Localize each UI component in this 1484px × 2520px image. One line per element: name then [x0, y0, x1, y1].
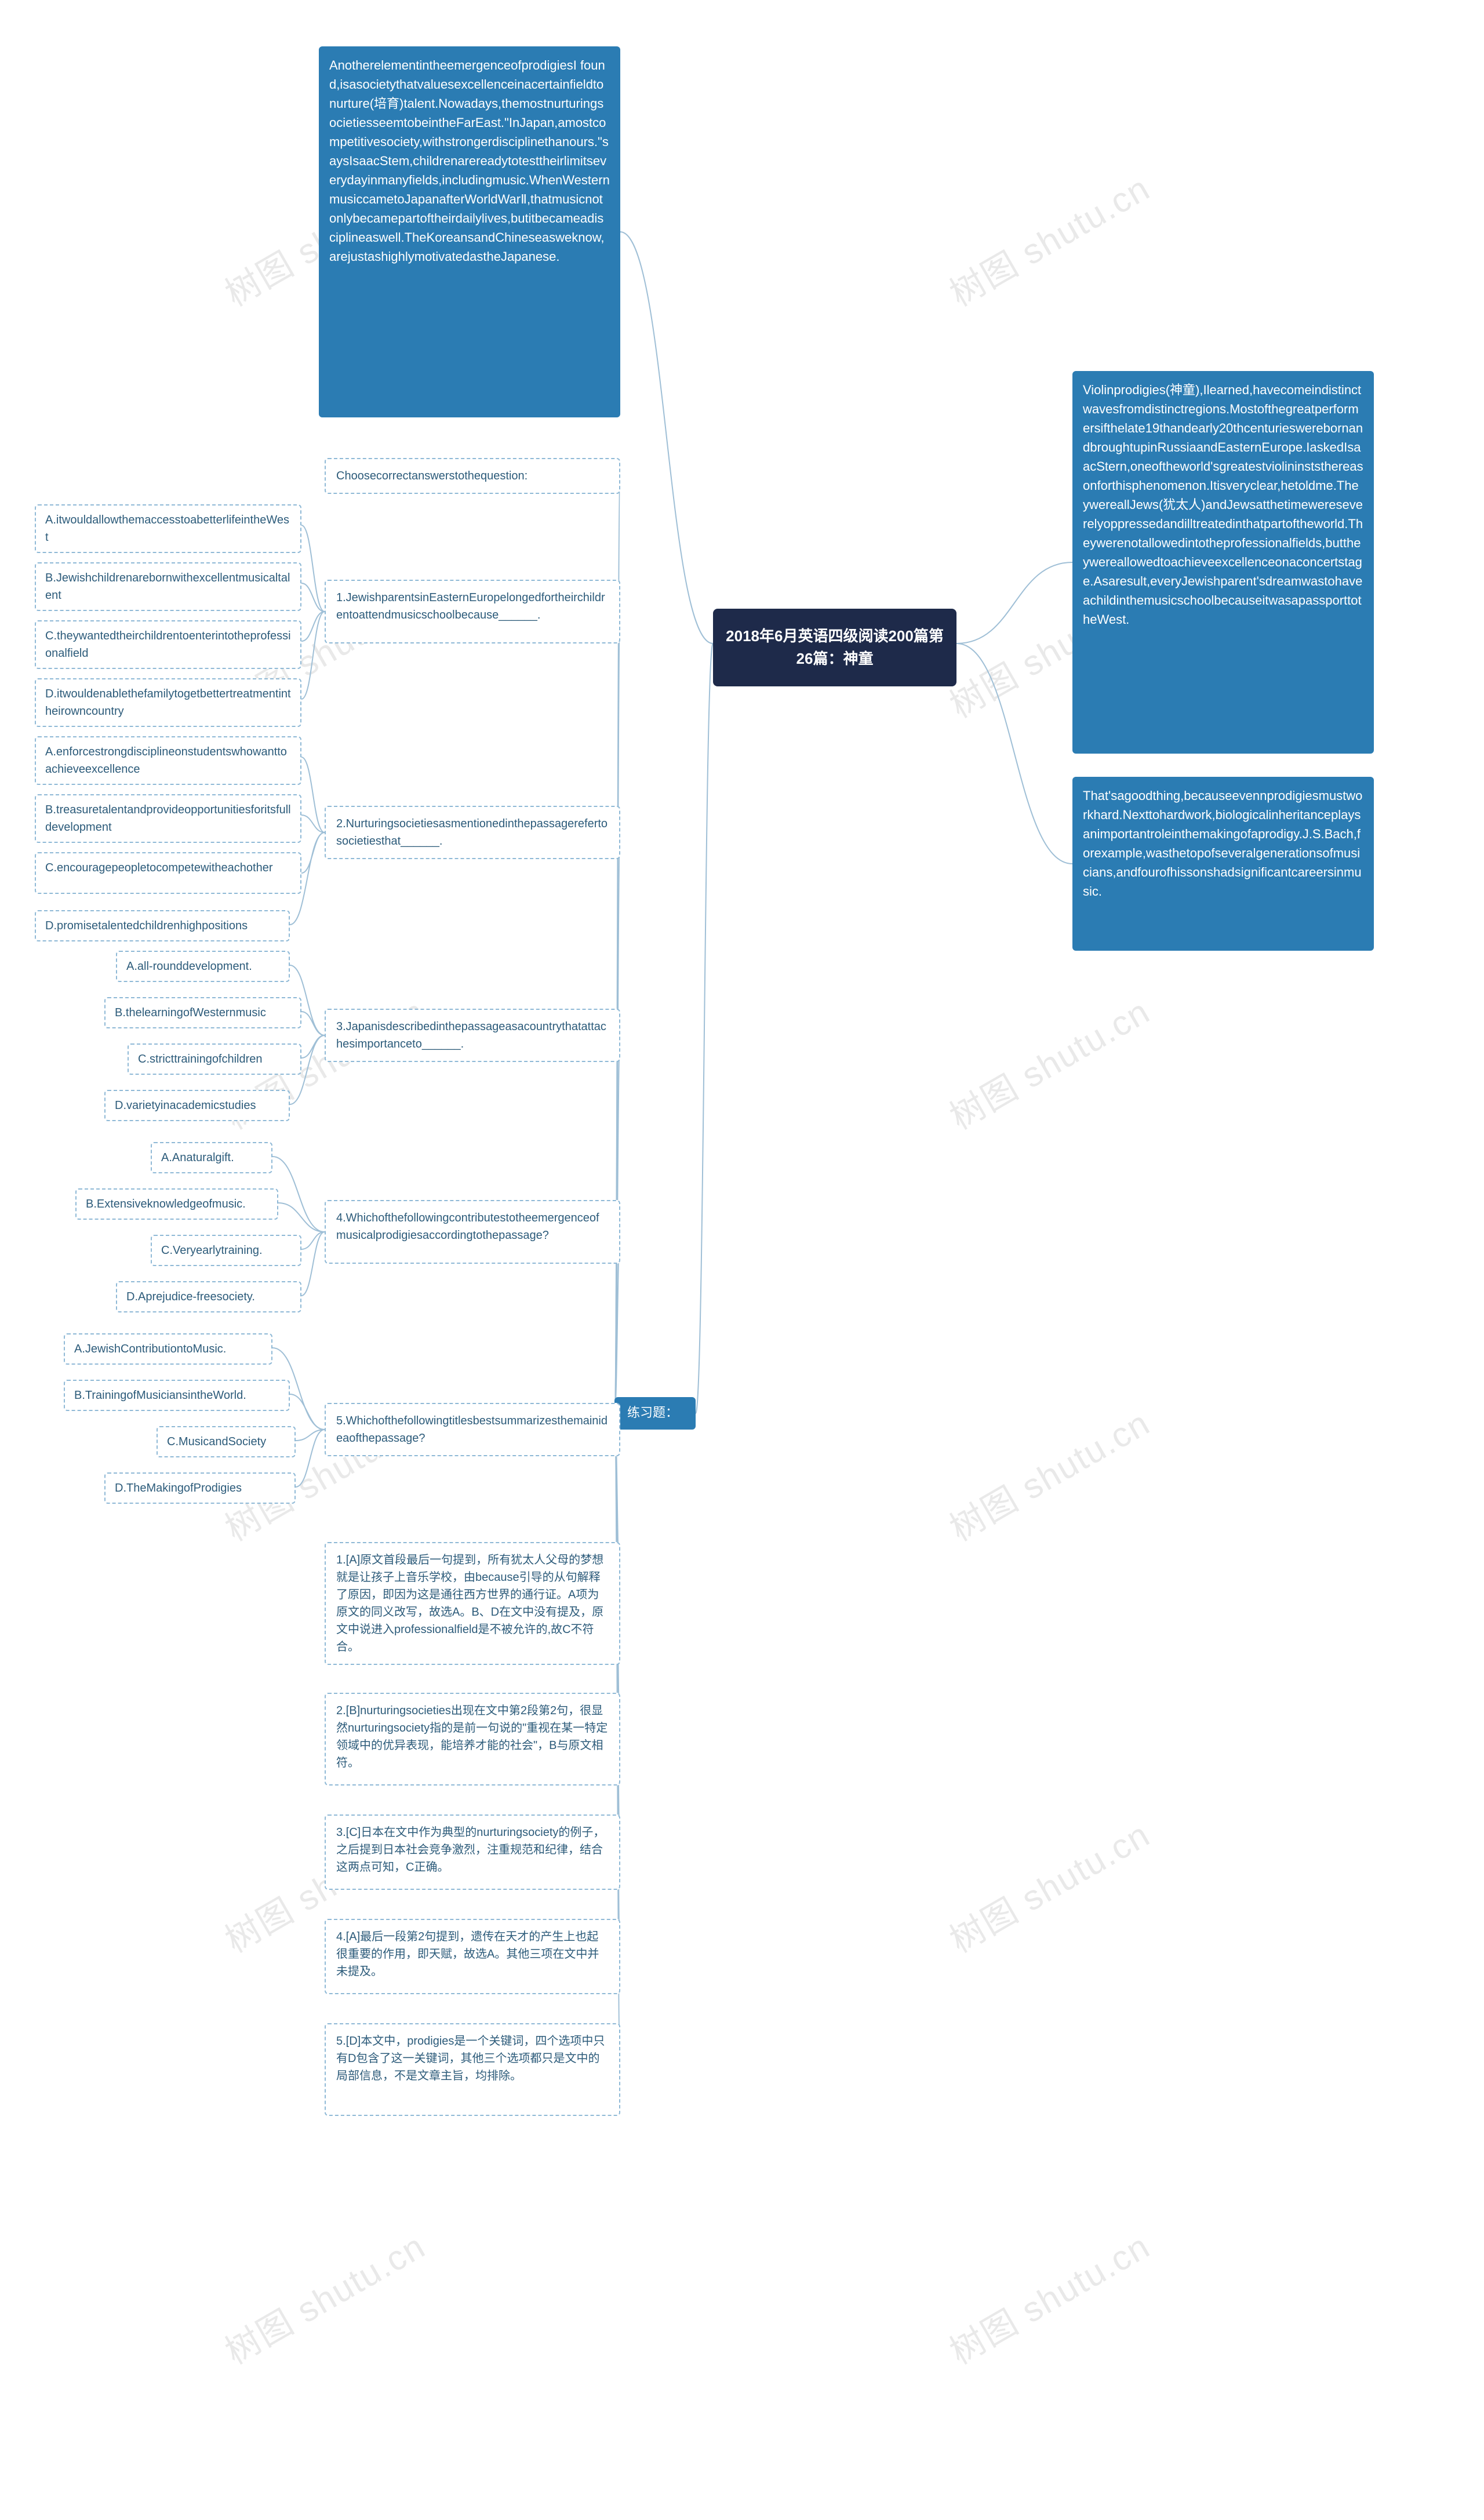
passage-para-2: That'sagoodthing,becauseevennprodigiesmu… [1072, 777, 1374, 951]
question-3-option-D: D.varietyinacademicstudies [104, 1090, 290, 1121]
question-3: 3.Japanisdescribedinthepassageasacountry… [325, 1009, 620, 1062]
question-1-option-C: C.theywantedtheirchildrentoenterintothep… [35, 620, 301, 669]
root-label: 2018年6月英语四级阅读200篇第26篇：神童 [725, 625, 945, 670]
question-4-option-A: A.Anaturalgift. [151, 1142, 272, 1173]
question-1-option-D: D.itwouldenablethefamilytogetbettertreat… [35, 678, 301, 727]
watermark: 树图 shutu.cn [939, 161, 1158, 316]
answer-explanation-4: 4.[A]最后一段第2句提到，遗传在天才的产生上也起很重要的作用，即天赋，故选A… [325, 1919, 620, 1994]
question-2: 2.Nurturingsocietiesasmentionedinthepass… [325, 806, 620, 859]
question-5: 5.Whichofthefollowingtitlesbestsummarize… [325, 1403, 620, 1456]
watermark: 树图 shutu.cn [214, 2219, 433, 2374]
question-1: 1.JewishparentsinEasternEuropelongedfort… [325, 580, 620, 643]
question-5-option-B: B.TrainingofMusiciansintheWorld. [64, 1380, 290, 1411]
exercise-node: 练习题： [614, 1397, 696, 1430]
watermark: 树图 shutu.cn [939, 1395, 1158, 1551]
passage-para-1: Violinprodigies(神童),Ilearned,havecomeind… [1072, 371, 1374, 754]
question-2-option-D: D.promisetalentedchildrenhighpositions [35, 910, 290, 941]
question-2-option-C: C.encouragepeopletocompetewitheachother [35, 852, 301, 894]
question-4-option-C: C.Veryearlytraining. [151, 1235, 301, 1266]
question-5-option-A: A.JewishContributiontoMusic. [64, 1333, 272, 1365]
question-4-option-B: B.Extensiveknowledgeofmusic. [75, 1188, 278, 1220]
question-5-option-D: D.TheMakingofProdigies [104, 1472, 296, 1504]
question-5-option-C: C.MusicandSociety [157, 1426, 296, 1457]
question-2-option-A: A.enforcestrongdisciplineonstudentswhowa… [35, 736, 301, 785]
watermark: 树图 shutu.cn [939, 1807, 1158, 1962]
question-1-option-B: B.Jewishchildrenarebornwithexcellentmusi… [35, 562, 301, 611]
passage-para-3: AnotherelementintheemergenceofprodigiesI… [319, 46, 620, 417]
answer-explanation-2: 2.[B]nurturingsocieties出现在文中第2段第2句，很显然nu… [325, 1693, 620, 1786]
question-1-option-A: A.itwouldallowthemaccesstoabetterlifeint… [35, 504, 301, 553]
question-4: 4.Whichofthefollowingcontributestotheeme… [325, 1200, 620, 1264]
question-3-option-A: A.all-rounddevelopment. [116, 951, 290, 982]
watermark: 树图 shutu.cn [939, 984, 1158, 1139]
question-2-option-B: B.treasuretalentandprovideopportunitiesf… [35, 794, 301, 843]
question-3-option-C: C.stricttrainingofchildren [128, 1043, 301, 1075]
answer-explanation-5: 5.[D]本文中，prodigies是一个关键词，四个选项中只有D包含了这一关键… [325, 2023, 620, 2116]
mindmap-canvas: 树图 shutu.cn 树图 shutu.cn 树图 shutu.cn 树图 shut… [0, 0, 1484, 2520]
answer-explanation-3: 3.[C]日本在文中作为典型的nurturingsociety的例子，之后提到日… [325, 1814, 620, 1890]
question-3-option-B: B.thelearningofWesternmusic [104, 997, 301, 1028]
watermark: 树图 shutu.cn [939, 2219, 1158, 2374]
root-node: 2018年6月英语四级阅读200篇第26篇：神童 [713, 609, 956, 686]
answer-explanation-1: 1.[A]原文首段最后一句提到，所有犹太人父母的梦想就是让孩子上音乐学校，由be… [325, 1542, 620, 1665]
question-4-option-D: D.Aprejudice-freesociety. [116, 1281, 301, 1312]
instruction-node: Choosecorrectanswerstothequestion: [325, 458, 620, 494]
